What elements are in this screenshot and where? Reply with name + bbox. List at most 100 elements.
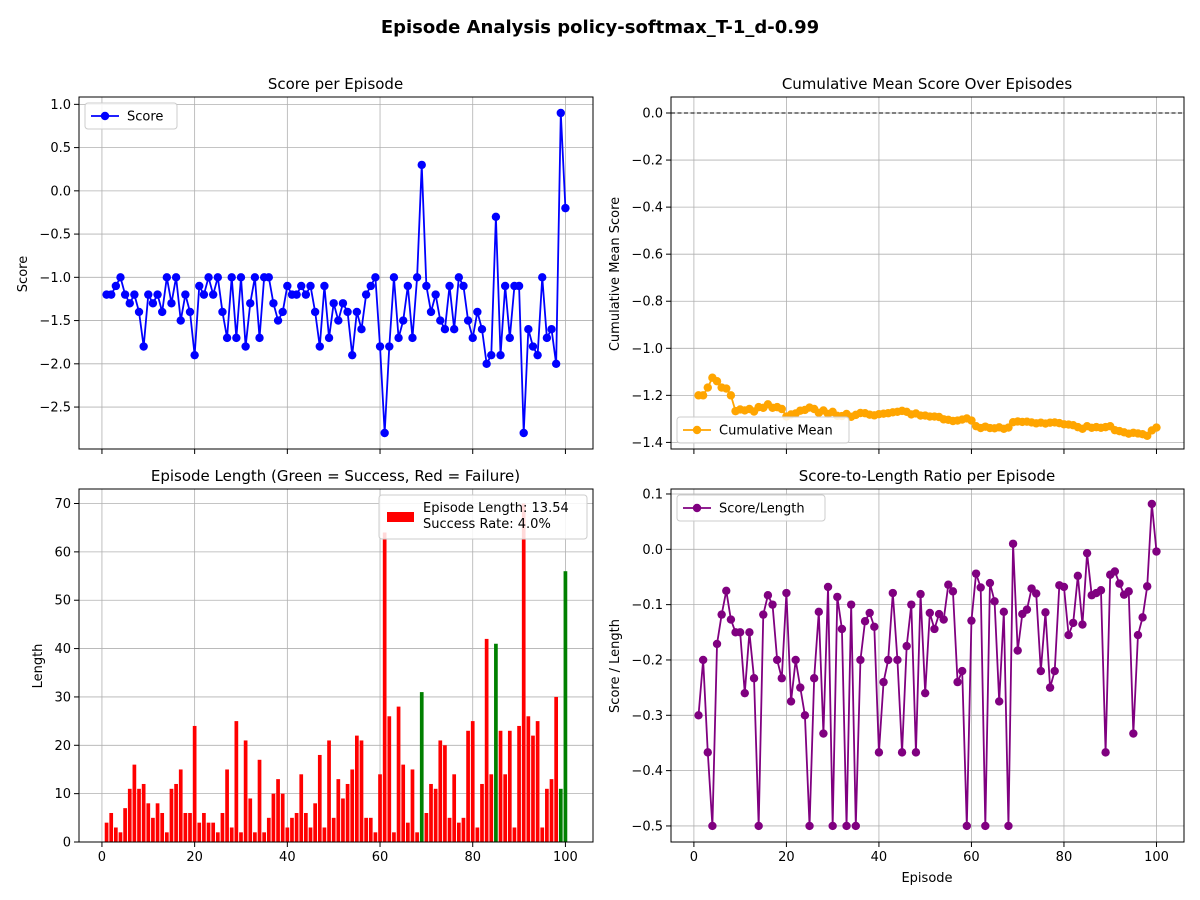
bar [373,832,378,842]
legend-box [378,494,588,540]
data-point [948,587,958,596]
data-point [971,569,981,578]
data-point [967,416,976,425]
data-point [925,608,935,618]
y-axis-label: Cumulative Mean Score [608,197,623,351]
bar [535,721,540,842]
data-point [181,290,190,299]
data-point [722,586,731,596]
bar [396,706,401,842]
data-point [222,333,232,343]
bar [507,730,512,842]
bar [331,817,336,842]
data-point [735,628,745,637]
data-point [814,607,823,617]
data-point [1101,748,1110,757]
bar [359,740,364,842]
score-to-length-ratio-chart: Score-to-Length Ratio per Episode Score … [608,467,1185,886]
data-point [171,273,181,282]
data-point [879,677,888,687]
data-point [772,655,782,665]
data-point [473,307,482,317]
bar [234,721,239,842]
data-point [269,299,278,308]
data-point [292,290,301,299]
data-point [897,748,907,757]
data-point [726,391,736,400]
data-point [1013,646,1022,655]
data-point [893,655,902,665]
data-point [985,578,995,588]
data-point [361,290,371,299]
x-tick-label: 80 [464,850,481,865]
bar [313,803,317,842]
data-point [190,350,199,360]
bar [229,827,234,842]
data-point [777,674,786,683]
data-point [389,273,399,282]
data-point [343,307,352,317]
data-point [449,325,459,334]
data-point [431,290,440,299]
bar [290,817,294,842]
data-point [468,333,477,343]
x-tick-label: 40 [279,850,296,865]
data-point [417,160,426,170]
x-tick-label: 20 [186,850,203,865]
legend-label: Score [127,110,163,125]
data-point [111,281,121,291]
bar [137,788,141,842]
data-point [542,333,552,343]
data-point [134,307,144,317]
bar [280,793,285,842]
y-tick-label: −1.4 [631,436,663,451]
data-point [148,299,158,308]
data-point [1078,620,1087,629]
bar [211,822,216,842]
data-point [1064,630,1073,640]
score-per-episode-chart: Score per Episode Score −2.5 −2.0 −1.5 −1.0… [16,75,594,454]
data-point [990,597,999,606]
y-axis-label: Length [31,644,46,689]
figure-title: Episode Analysis policy-softmax_T-1_d-0.… [381,17,819,38]
data-point [491,212,501,221]
legend-marker [692,503,702,513]
bar [387,716,392,842]
data-point [754,821,763,831]
bar [174,783,178,842]
data-point [125,299,134,308]
bar [225,769,229,842]
data-point [139,342,148,351]
data-point [306,281,315,291]
data-point [167,299,176,308]
y-tick-label: −1.0 [631,342,663,357]
bar [531,735,535,842]
chart-title: Episode Length (Green = Success, Red = F… [151,467,520,485]
data-point [759,610,768,619]
bar [322,827,327,842]
y-tick-label: −0.2 [631,653,663,668]
legend-label: Score/Length [719,502,805,517]
data-point [1110,567,1120,576]
y-tick-label: −0.3 [631,709,663,724]
data-point [1004,821,1013,831]
bar [118,832,123,842]
bar [443,745,447,842]
data-point [828,821,837,831]
data-point [1124,587,1133,596]
data-point [422,281,431,291]
data-point [371,273,380,282]
bar [285,827,290,842]
chart-title: Score per Episode [268,75,403,93]
data-point [763,591,773,600]
data-point [399,316,408,325]
data-point [107,290,116,299]
y-tick-label: 0.0 [642,107,663,122]
data-point [740,688,749,698]
axes-frame [670,488,1185,843]
data-point [1147,499,1157,509]
bar [113,827,118,842]
bar [378,774,382,842]
bar [127,788,132,842]
